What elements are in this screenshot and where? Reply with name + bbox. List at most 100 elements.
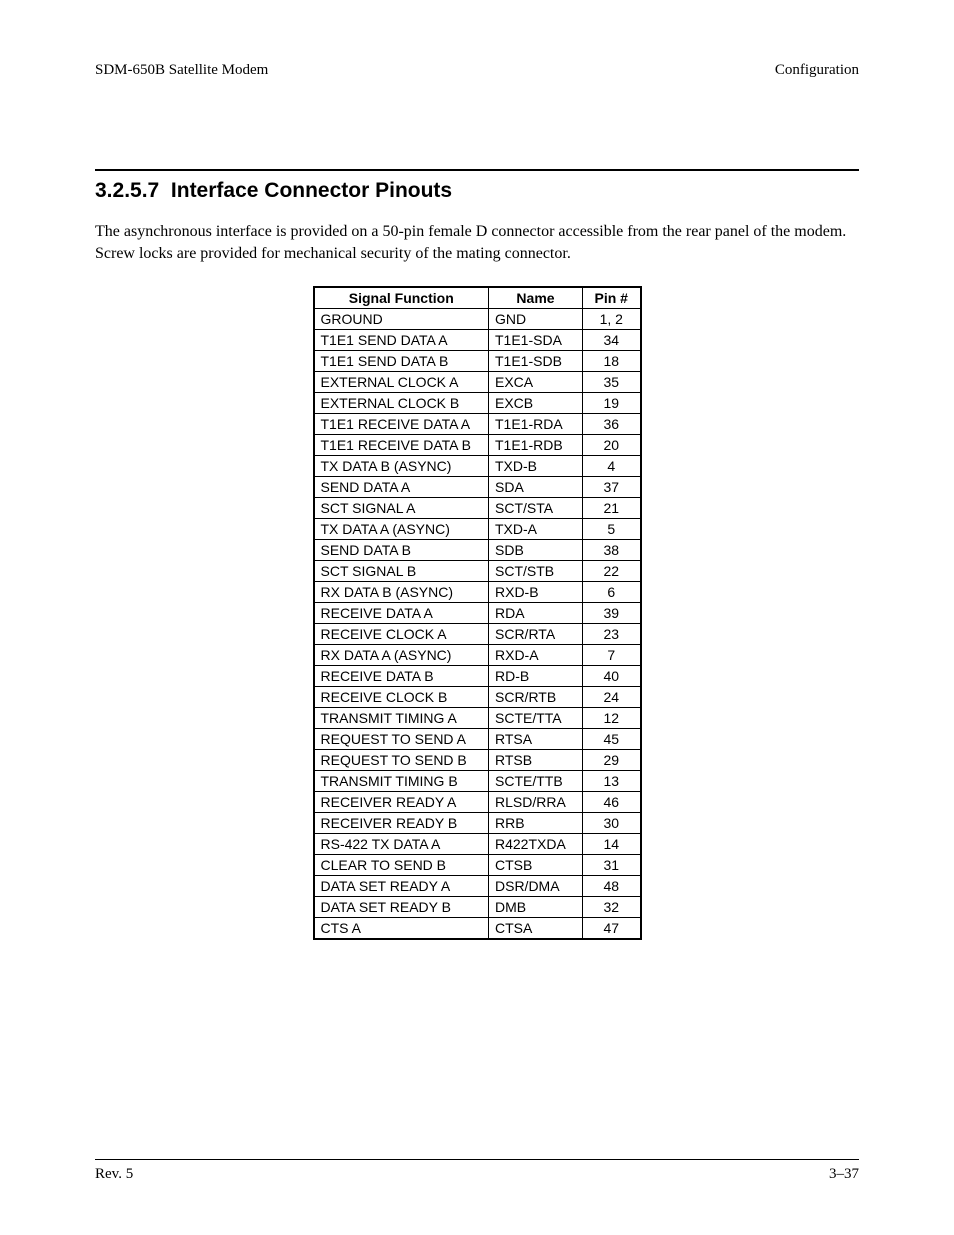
cell-pin-number: 12: [583, 708, 641, 729]
table-row: EXTERNAL CLOCK BEXCB19: [314, 393, 641, 414]
cell-signal-name: SCTE/TTA: [489, 708, 583, 729]
cell-signal-function: RECEIVE DATA A: [314, 603, 489, 624]
table-row: RECEIVE DATA ARDA39: [314, 603, 641, 624]
table-row: RX DATA A (ASYNC)RXD-A7: [314, 645, 641, 666]
cell-pin-number: 22: [583, 561, 641, 582]
pinout-table-wrap: Signal Function Name Pin # GROUNDGND1, 2…: [95, 286, 859, 940]
cell-signal-name: RLSD/RRA: [489, 792, 583, 813]
section-heading: 3.2.5.7 Interface Connector Pinouts: [95, 179, 859, 203]
cell-signal-name: RTSA: [489, 729, 583, 750]
cell-signal-name: TXD-B: [489, 456, 583, 477]
table-row: TX DATA A (ASYNC)TXD-A5: [314, 519, 641, 540]
section-paragraph: The asynchronous interface is provided o…: [95, 221, 859, 264]
cell-pin-number: 37: [583, 477, 641, 498]
cell-signal-name: SCR/RTB: [489, 687, 583, 708]
table-row: T1E1 SEND DATA BT1E1-SDB18: [314, 351, 641, 372]
cell-signal-name: DMB: [489, 897, 583, 918]
cell-pin-number: 46: [583, 792, 641, 813]
page-header: SDM-650B Satellite Modem Configuration: [95, 62, 859, 79]
table-row: RX DATA B (ASYNC)RXD-B6: [314, 582, 641, 603]
cell-pin-number: 6: [583, 582, 641, 603]
table-row: TRANSMIT TIMING ASCTE/TTA12: [314, 708, 641, 729]
cell-signal-name: GND: [489, 309, 583, 330]
cell-pin-number: 38: [583, 540, 641, 561]
cell-signal-name: SCTE/TTB: [489, 771, 583, 792]
cell-pin-number: 45: [583, 729, 641, 750]
cell-pin-number: 36: [583, 414, 641, 435]
cell-signal-function: T1E1 SEND DATA A: [314, 330, 489, 351]
table-header-pin: Pin #: [583, 287, 641, 309]
table-row: DATA SET READY ADSR/DMA48: [314, 876, 641, 897]
table-row: RECEIVER READY BRRB30: [314, 813, 641, 834]
pinout-table: Signal Function Name Pin # GROUNDGND1, 2…: [313, 286, 642, 940]
table-row: SEND DATA ASDA37: [314, 477, 641, 498]
cell-pin-number: 34: [583, 330, 641, 351]
table-row: EXTERNAL CLOCK AEXCA35: [314, 372, 641, 393]
cell-signal-name: RXD-B: [489, 582, 583, 603]
table-row: T1E1 RECEIVE DATA BT1E1-RDB20: [314, 435, 641, 456]
footer-right: 3–37: [829, 1166, 859, 1183]
cell-signal-function: RECEIVER READY A: [314, 792, 489, 813]
table-row: TRANSMIT TIMING BSCTE/TTB13: [314, 771, 641, 792]
table-row: T1E1 SEND DATA AT1E1-SDA34: [314, 330, 641, 351]
cell-signal-function: TX DATA A (ASYNC): [314, 519, 489, 540]
table-header-row: Signal Function Name Pin #: [314, 287, 641, 309]
cell-pin-number: 4: [583, 456, 641, 477]
cell-pin-number: 48: [583, 876, 641, 897]
cell-signal-function: T1E1 SEND DATA B: [314, 351, 489, 372]
cell-signal-name: RDA: [489, 603, 583, 624]
cell-signal-function: REQUEST TO SEND B: [314, 750, 489, 771]
table-row: TX DATA B (ASYNC)TXD-B4: [314, 456, 641, 477]
cell-signal-name: SDA: [489, 477, 583, 498]
cell-signal-function: EXTERNAL CLOCK B: [314, 393, 489, 414]
cell-pin-number: 32: [583, 897, 641, 918]
cell-pin-number: 21: [583, 498, 641, 519]
cell-pin-number: 47: [583, 918, 641, 940]
cell-pin-number: 18: [583, 351, 641, 372]
cell-signal-function: EXTERNAL CLOCK A: [314, 372, 489, 393]
cell-signal-name: SDB: [489, 540, 583, 561]
table-header-name: Name: [489, 287, 583, 309]
cell-signal-name: SCT/STB: [489, 561, 583, 582]
cell-signal-function: RECEIVER READY B: [314, 813, 489, 834]
cell-pin-number: 31: [583, 855, 641, 876]
table-row: RECEIVE CLOCK BSCR/RTB24: [314, 687, 641, 708]
cell-signal-name: EXCB: [489, 393, 583, 414]
header-left: SDM-650B Satellite Modem: [95, 62, 268, 79]
cell-pin-number: 5: [583, 519, 641, 540]
vertical-spacer: [95, 940, 859, 1159]
header-right: Configuration: [775, 62, 859, 79]
table-header-func: Signal Function: [314, 287, 489, 309]
cell-pin-number: 30: [583, 813, 641, 834]
cell-signal-function: DATA SET READY B: [314, 897, 489, 918]
cell-signal-name: TXD-A: [489, 519, 583, 540]
table-row: SCT SIGNAL ASCT/STA21: [314, 498, 641, 519]
cell-signal-name: T1E1-SDB: [489, 351, 583, 372]
cell-signal-name: T1E1-SDA: [489, 330, 583, 351]
table-row: CLEAR TO SEND BCTSB31: [314, 855, 641, 876]
cell-signal-function: RECEIVE CLOCK A: [314, 624, 489, 645]
cell-signal-function: REQUEST TO SEND A: [314, 729, 489, 750]
table-row: RS-422 TX DATA AR422TXDA14: [314, 834, 641, 855]
cell-pin-number: 7: [583, 645, 641, 666]
cell-signal-name: R422TXDA: [489, 834, 583, 855]
table-row: SEND DATA BSDB38: [314, 540, 641, 561]
table-row: REQUEST TO SEND BRTSB29: [314, 750, 641, 771]
footer-left: Rev. 5: [95, 1166, 133, 1183]
cell-pin-number: 14: [583, 834, 641, 855]
cell-signal-name: SCT/STA: [489, 498, 583, 519]
cell-signal-function: RECEIVE DATA B: [314, 666, 489, 687]
cell-pin-number: 20: [583, 435, 641, 456]
cell-signal-function: SCT SIGNAL B: [314, 561, 489, 582]
footer-rule: [95, 1159, 859, 1160]
cell-signal-function: TRANSMIT TIMING B: [314, 771, 489, 792]
cell-signal-function: TRANSMIT TIMING A: [314, 708, 489, 729]
cell-pin-number: 40: [583, 666, 641, 687]
cell-pin-number: 29: [583, 750, 641, 771]
table-row: GROUNDGND1, 2: [314, 309, 641, 330]
cell-signal-name: RRB: [489, 813, 583, 834]
cell-signal-function: GROUND: [314, 309, 489, 330]
document-page: SDM-650B Satellite Modem Configuration 3…: [0, 0, 954, 1235]
cell-pin-number: 35: [583, 372, 641, 393]
cell-signal-function: TX DATA B (ASYNC): [314, 456, 489, 477]
